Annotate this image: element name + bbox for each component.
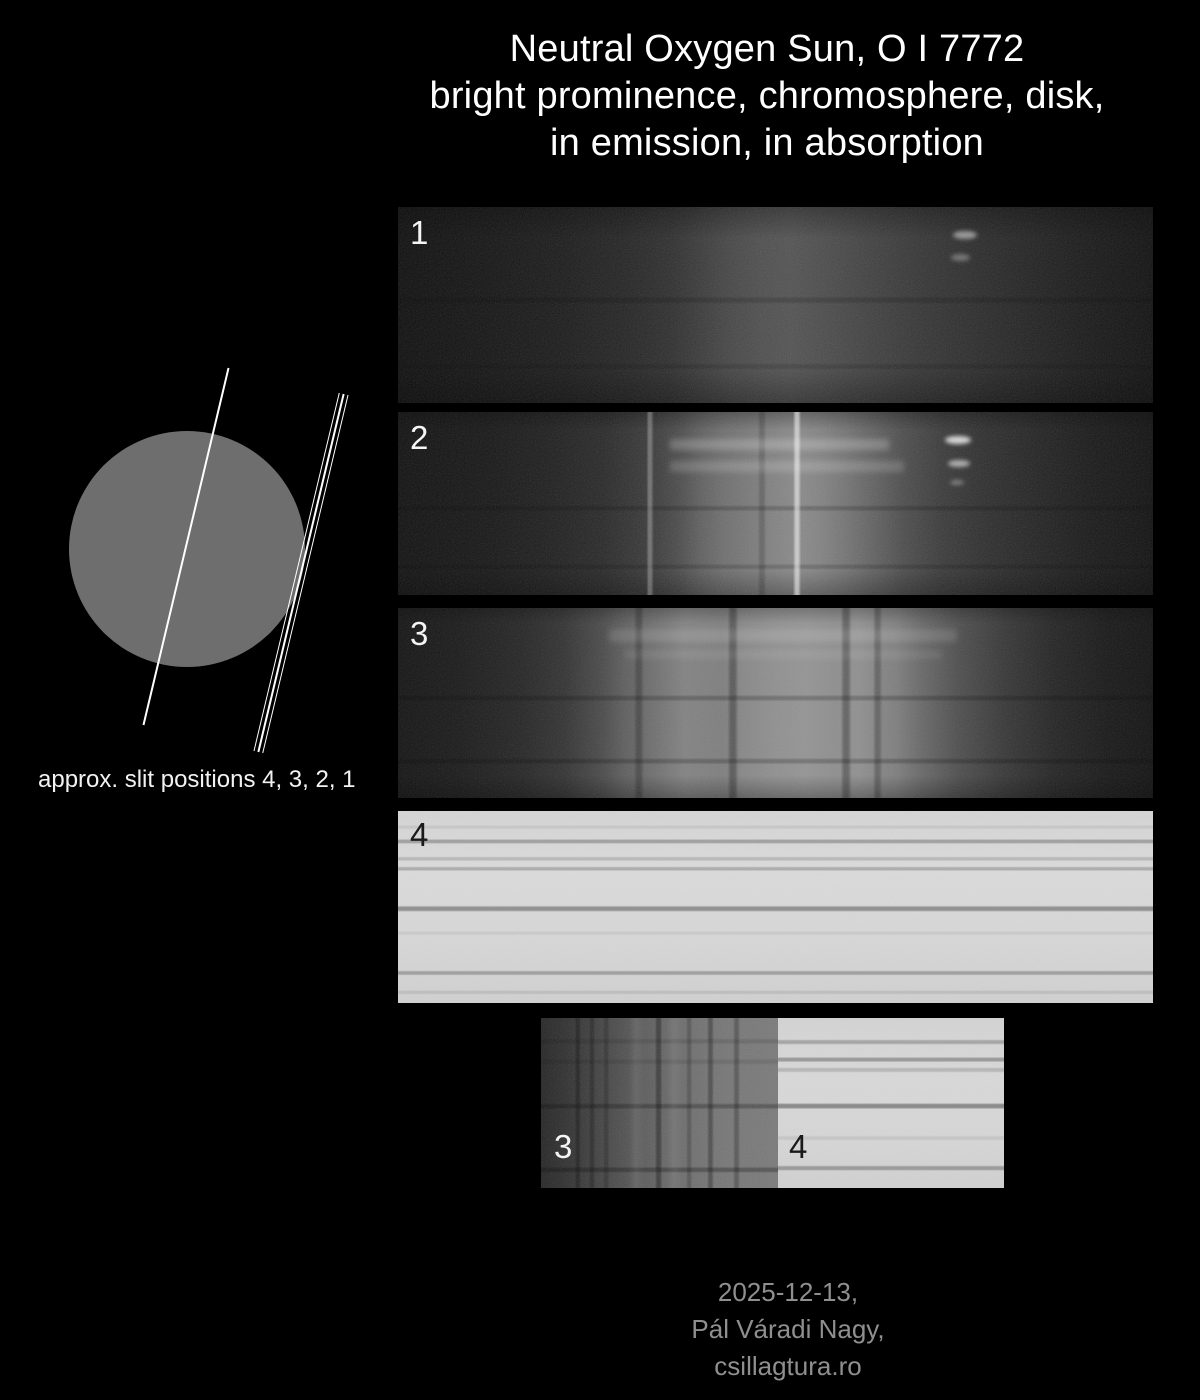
spectrum-strip-2: 2 bbox=[398, 412, 1153, 595]
prominence-blob bbox=[949, 479, 964, 485]
title-line-3: in emission, in absorption bbox=[550, 122, 984, 164]
comparison-left-label: 3 bbox=[554, 1128, 573, 1165]
strip-label: 1 bbox=[410, 214, 429, 251]
spectrum-strip-4: 4 bbox=[398, 811, 1153, 1003]
grain-texture bbox=[778, 1018, 1004, 1188]
credit-author: Pál Váradi Nagy, bbox=[691, 1314, 885, 1344]
comparison-right-panel: 4 bbox=[778, 1018, 1004, 1188]
comparison-left-panel: 3 bbox=[541, 1018, 778, 1188]
emission-streak bbox=[609, 628, 957, 643]
spectrum-strip-1: 1 bbox=[398, 207, 1153, 403]
sun-disk bbox=[69, 431, 305, 667]
diagram-caption: approx. slit positions 4, 3, 2, 1 bbox=[38, 766, 356, 793]
prominence-blob bbox=[945, 435, 972, 444]
strip-label: 2 bbox=[410, 419, 429, 456]
strip-label: 4 bbox=[410, 816, 429, 853]
prominence-blob bbox=[952, 230, 977, 239]
page-title: Neutral Oxygen Sun, O I 7772 bright prom… bbox=[367, 26, 1167, 167]
credits: 2025-12-13, Pál Váradi Nagy, csillagtura… bbox=[588, 1274, 988, 1385]
title-line-1: Neutral Oxygen Sun, O I 7772 bbox=[509, 28, 1025, 70]
prominence-blob bbox=[947, 459, 970, 467]
strip-label: 3 bbox=[410, 615, 429, 652]
title-line-2: bright prominence, chromosphere, disk, bbox=[429, 75, 1105, 117]
emission-streak bbox=[669, 461, 904, 473]
comparison-right-label: 4 bbox=[789, 1128, 808, 1165]
comparison-strip: 3 4 bbox=[541, 1018, 1004, 1188]
credit-website: csillagtura.ro bbox=[714, 1351, 862, 1381]
credit-date: 2025-12-13, bbox=[717, 1277, 859, 1307]
grain-texture bbox=[398, 811, 1153, 1003]
emission-streak bbox=[624, 649, 942, 660]
grain-texture bbox=[541, 1018, 778, 1188]
prominence-blob bbox=[951, 254, 971, 262]
spectrum-strip-3: 3 bbox=[398, 608, 1153, 798]
emission-streak bbox=[669, 439, 889, 451]
grain-texture bbox=[398, 207, 1153, 403]
